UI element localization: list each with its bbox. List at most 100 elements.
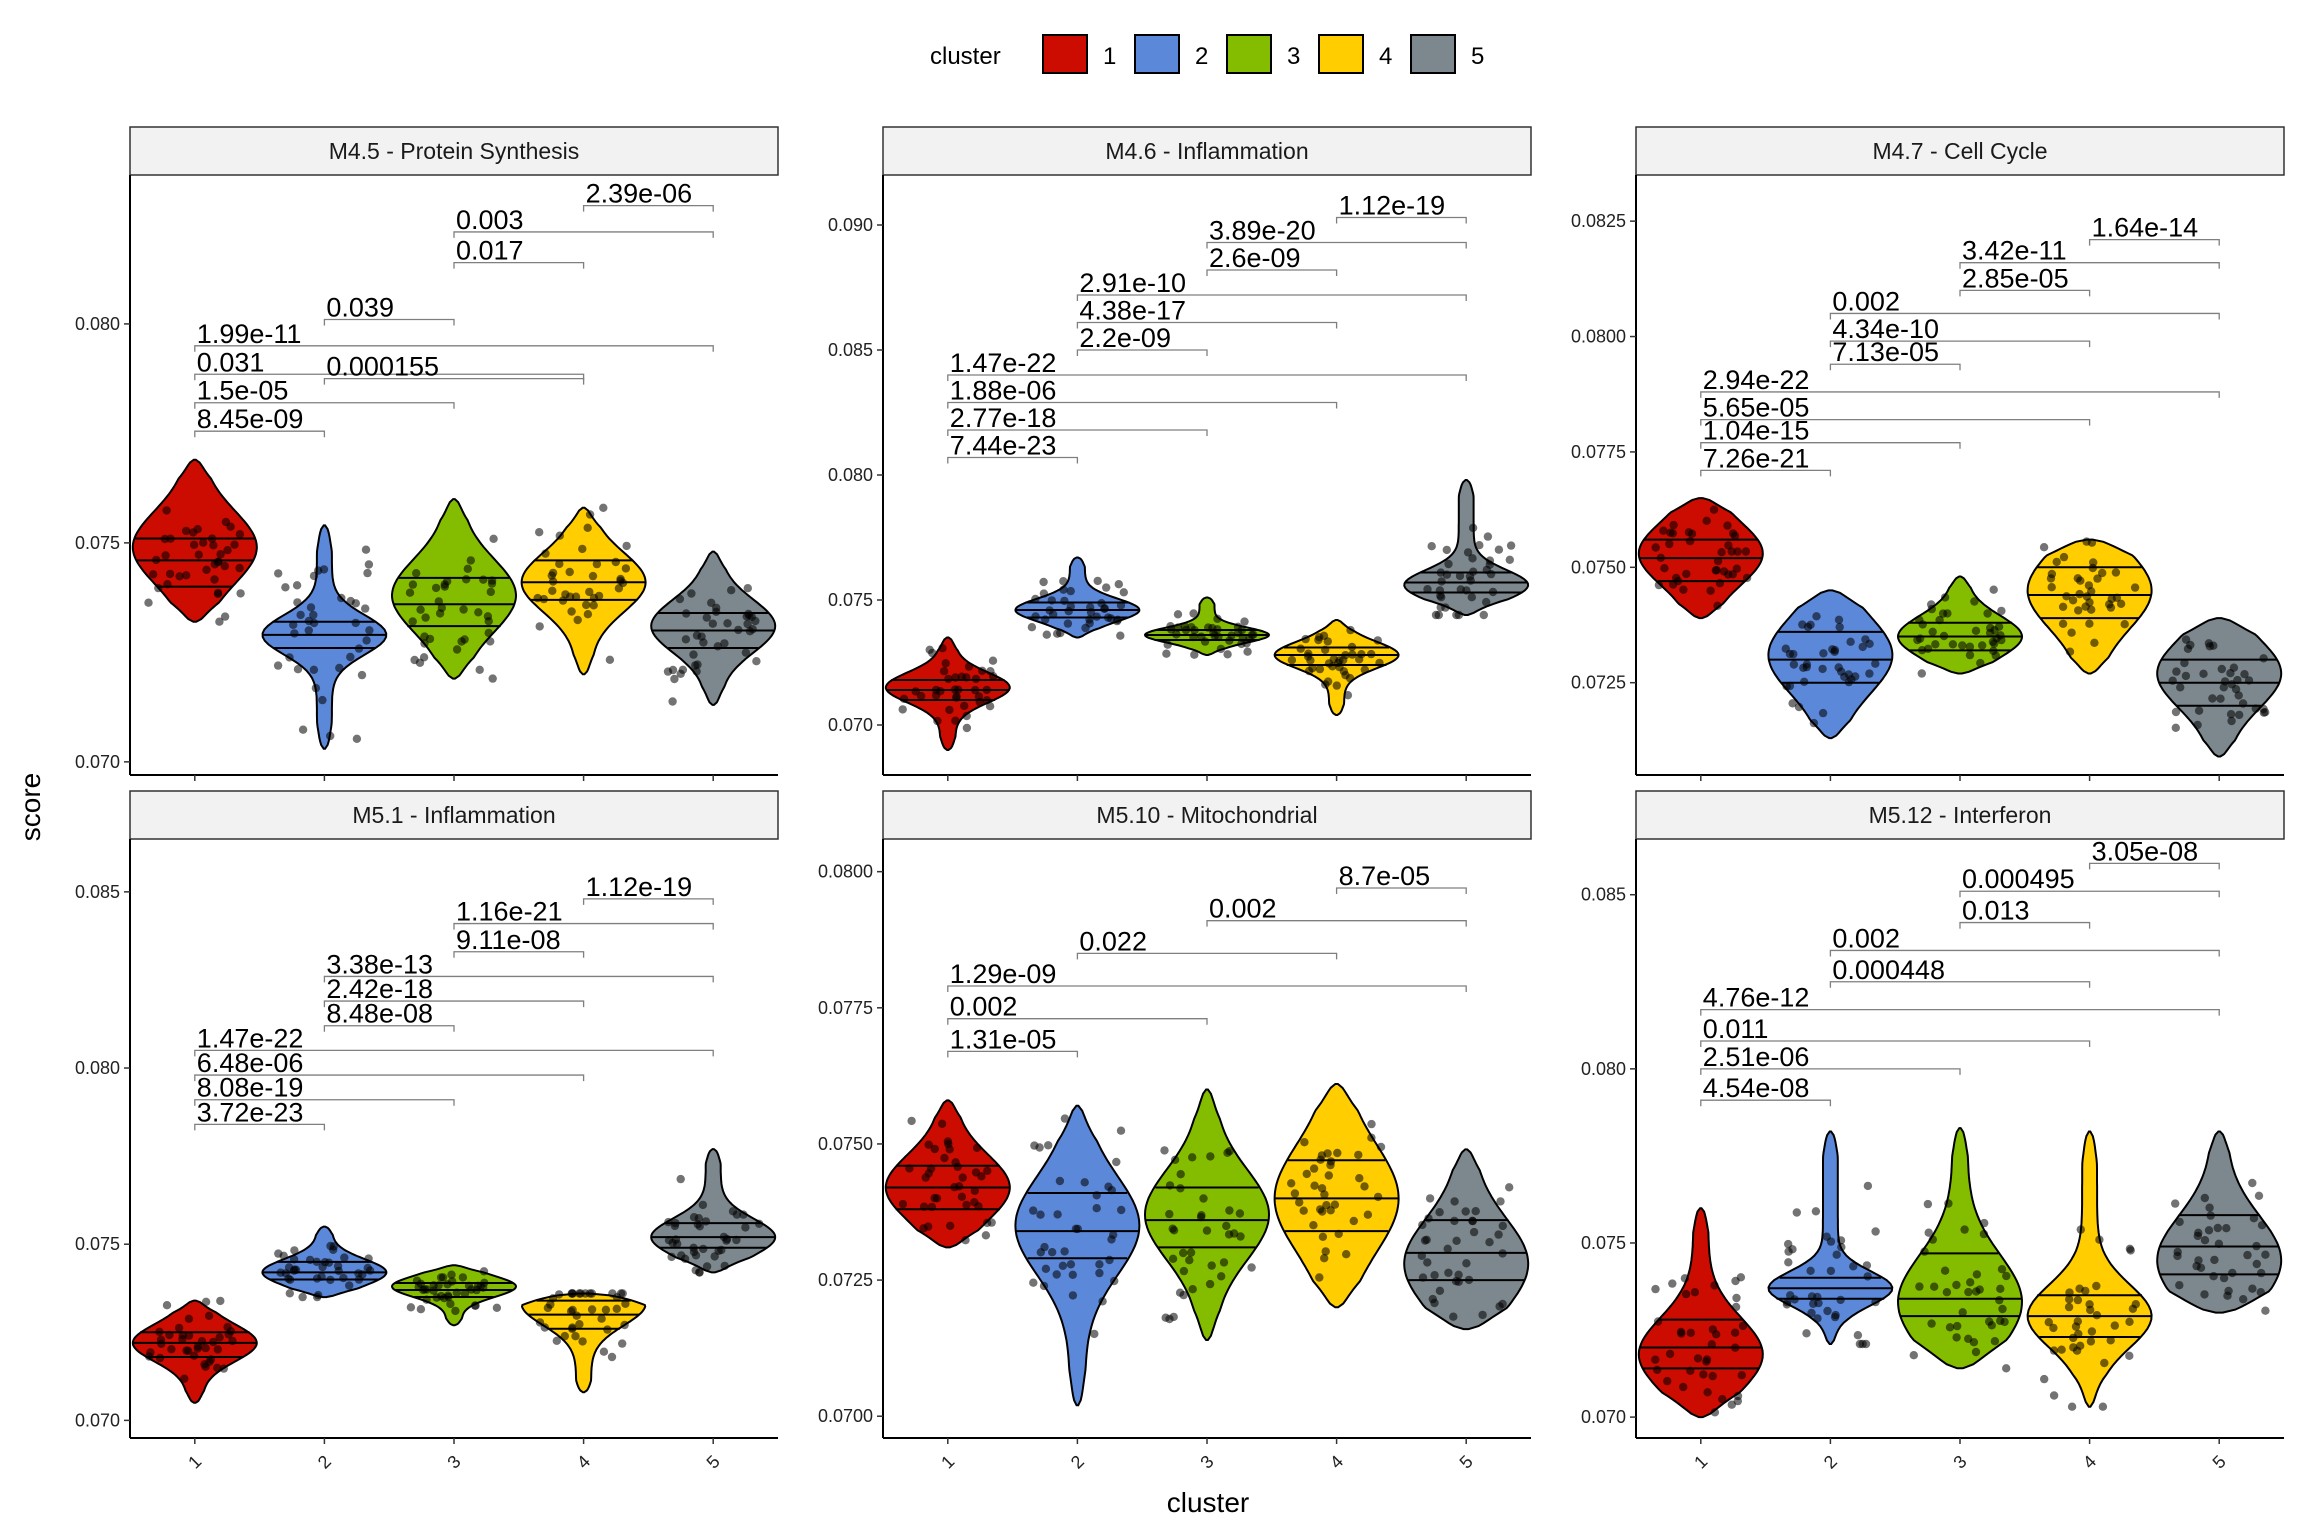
comparison-bracket: 2.77e-18 (947, 403, 1208, 436)
legend-key-3 (1226, 34, 1272, 74)
data-point (1435, 586, 1445, 595)
data-point (333, 1261, 343, 1271)
bracket-line (947, 401, 1338, 409)
data-point (554, 1290, 564, 1299)
data-point (1475, 541, 1484, 550)
data-point (346, 652, 355, 662)
data-point (940, 1153, 949, 1163)
data-point (1651, 1284, 1660, 1294)
bracket-line (453, 231, 714, 238)
data-point (944, 1139, 953, 1149)
data-point (1940, 1266, 1950, 1275)
x-tick-label: 3 (1196, 1451, 1217, 1472)
violin-cluster-2 (261, 1225, 388, 1302)
data-point (1424, 1214, 1433, 1223)
bracket-line (1959, 921, 2091, 929)
data-point (1437, 577, 1446, 586)
data-point (1663, 1376, 1672, 1386)
violin-body (650, 1148, 777, 1274)
comparison-bracket: 7.13e-05 (1829, 337, 1961, 371)
data-point (1092, 612, 1101, 621)
data-point (548, 568, 558, 578)
violin-cluster-3 (390, 1264, 518, 1327)
data-point (2257, 1268, 2266, 1278)
data-point (1329, 655, 1339, 664)
data-point (587, 1305, 597, 1314)
data-point (326, 1275, 335, 1285)
data-point (1498, 1249, 1507, 1258)
data-point (1173, 610, 1183, 619)
data-point (919, 1202, 929, 1211)
data-point (354, 1269, 363, 1278)
data-point (215, 617, 224, 626)
bracket-line (194, 430, 326, 438)
data-point (1917, 646, 1927, 655)
p-value-label: 0.000155 (326, 352, 439, 382)
data-point (732, 1210, 742, 1219)
y-tick-label: 0.070 (75, 752, 120, 772)
data-point (1994, 622, 2004, 631)
data-point (1702, 1357, 1711, 1366)
comparison-bracket: 2.94e-22 (1700, 365, 2220, 398)
data-point (1186, 1248, 1196, 1257)
violin-cluster-4 (1273, 619, 1400, 716)
data-point (687, 589, 696, 598)
comparison-bracket: 0.002 (947, 992, 1208, 1025)
data-point (230, 540, 239, 549)
bracket-line (947, 985, 1467, 993)
y-tick-label: 0.090 (828, 215, 873, 235)
data-point (1324, 1171, 1334, 1180)
data-point (236, 589, 245, 598)
data-point (1060, 596, 1069, 606)
violin-cluster-5 (1403, 1148, 1530, 1331)
data-point (1086, 608, 1096, 617)
data-point (1163, 640, 1172, 649)
violin-cluster-2 (1767, 1130, 1894, 1349)
data-point (1355, 1174, 1364, 1183)
y-tick-label: 0.0800 (818, 862, 873, 882)
y-tick-label: 0.080 (828, 465, 873, 485)
data-point (1496, 1197, 1505, 1206)
violin-body (1014, 1104, 1141, 1407)
data-point (1290, 1189, 1300, 1198)
data-point (951, 716, 960, 725)
data-point (2125, 1351, 2134, 1361)
p-value-label: 6.48e-06 (197, 1048, 304, 1078)
comparison-bracket: 8.08e-19 (194, 1073, 455, 1106)
data-point (1494, 545, 1504, 554)
data-point (982, 685, 991, 695)
comparison-bracket: 0.017 (453, 236, 585, 269)
violin-body (650, 550, 777, 706)
data-point (2085, 598, 2094, 607)
data-point (1040, 1242, 1049, 1252)
data-point (305, 1255, 315, 1265)
comparison-bracket: 1.12e-19 (582, 872, 714, 905)
data-point (488, 674, 497, 683)
data-point (362, 636, 371, 645)
data-point (216, 1296, 225, 1306)
data-point (714, 1246, 723, 1256)
data-point (1871, 1227, 1880, 1236)
data-point (434, 1281, 443, 1290)
bracket-line (1700, 1040, 2091, 1047)
data-point (1995, 1296, 2004, 1305)
p-value-label: 7.26e-21 (1703, 443, 1810, 473)
data-point (701, 1217, 711, 1226)
comparison-bracket: 0.003 (453, 205, 714, 238)
data-point (1170, 1155, 1180, 1165)
data-point (357, 670, 367, 680)
data-point (2200, 1193, 2209, 1203)
data-point (291, 1265, 301, 1275)
y-tick-label: 0.0750 (1571, 557, 1626, 577)
data-point (364, 1254, 373, 1263)
data-point (207, 534, 217, 543)
data-point (492, 1303, 502, 1313)
data-point (937, 1119, 947, 1129)
data-point (594, 591, 604, 601)
data-point (162, 506, 171, 515)
data-point (1060, 1247, 1069, 1256)
data-point (1039, 1281, 1049, 1291)
data-point (962, 711, 971, 721)
p-value-label: 7.44e-23 (950, 431, 1057, 461)
data-point (1713, 601, 1722, 610)
